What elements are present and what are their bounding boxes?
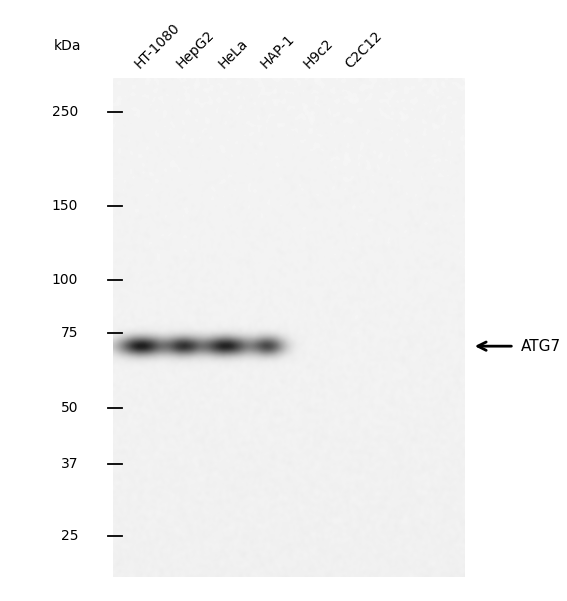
Text: HT-1080: HT-1080 <box>132 20 183 71</box>
Text: HeLa: HeLa <box>216 36 251 71</box>
Text: 50: 50 <box>61 401 78 415</box>
Text: ATG7: ATG7 <box>521 339 561 353</box>
Text: 150: 150 <box>52 199 78 213</box>
Text: C2C12: C2C12 <box>342 28 385 71</box>
Text: 250: 250 <box>52 105 78 118</box>
Text: H9c2: H9c2 <box>301 35 336 71</box>
Text: HepG2: HepG2 <box>174 27 217 71</box>
Text: HAP-1: HAP-1 <box>258 31 298 71</box>
Text: 75: 75 <box>61 326 78 340</box>
Text: 100: 100 <box>52 273 78 287</box>
Text: 37: 37 <box>61 457 78 471</box>
Text: kDa: kDa <box>54 39 81 53</box>
Text: 25: 25 <box>61 529 78 543</box>
